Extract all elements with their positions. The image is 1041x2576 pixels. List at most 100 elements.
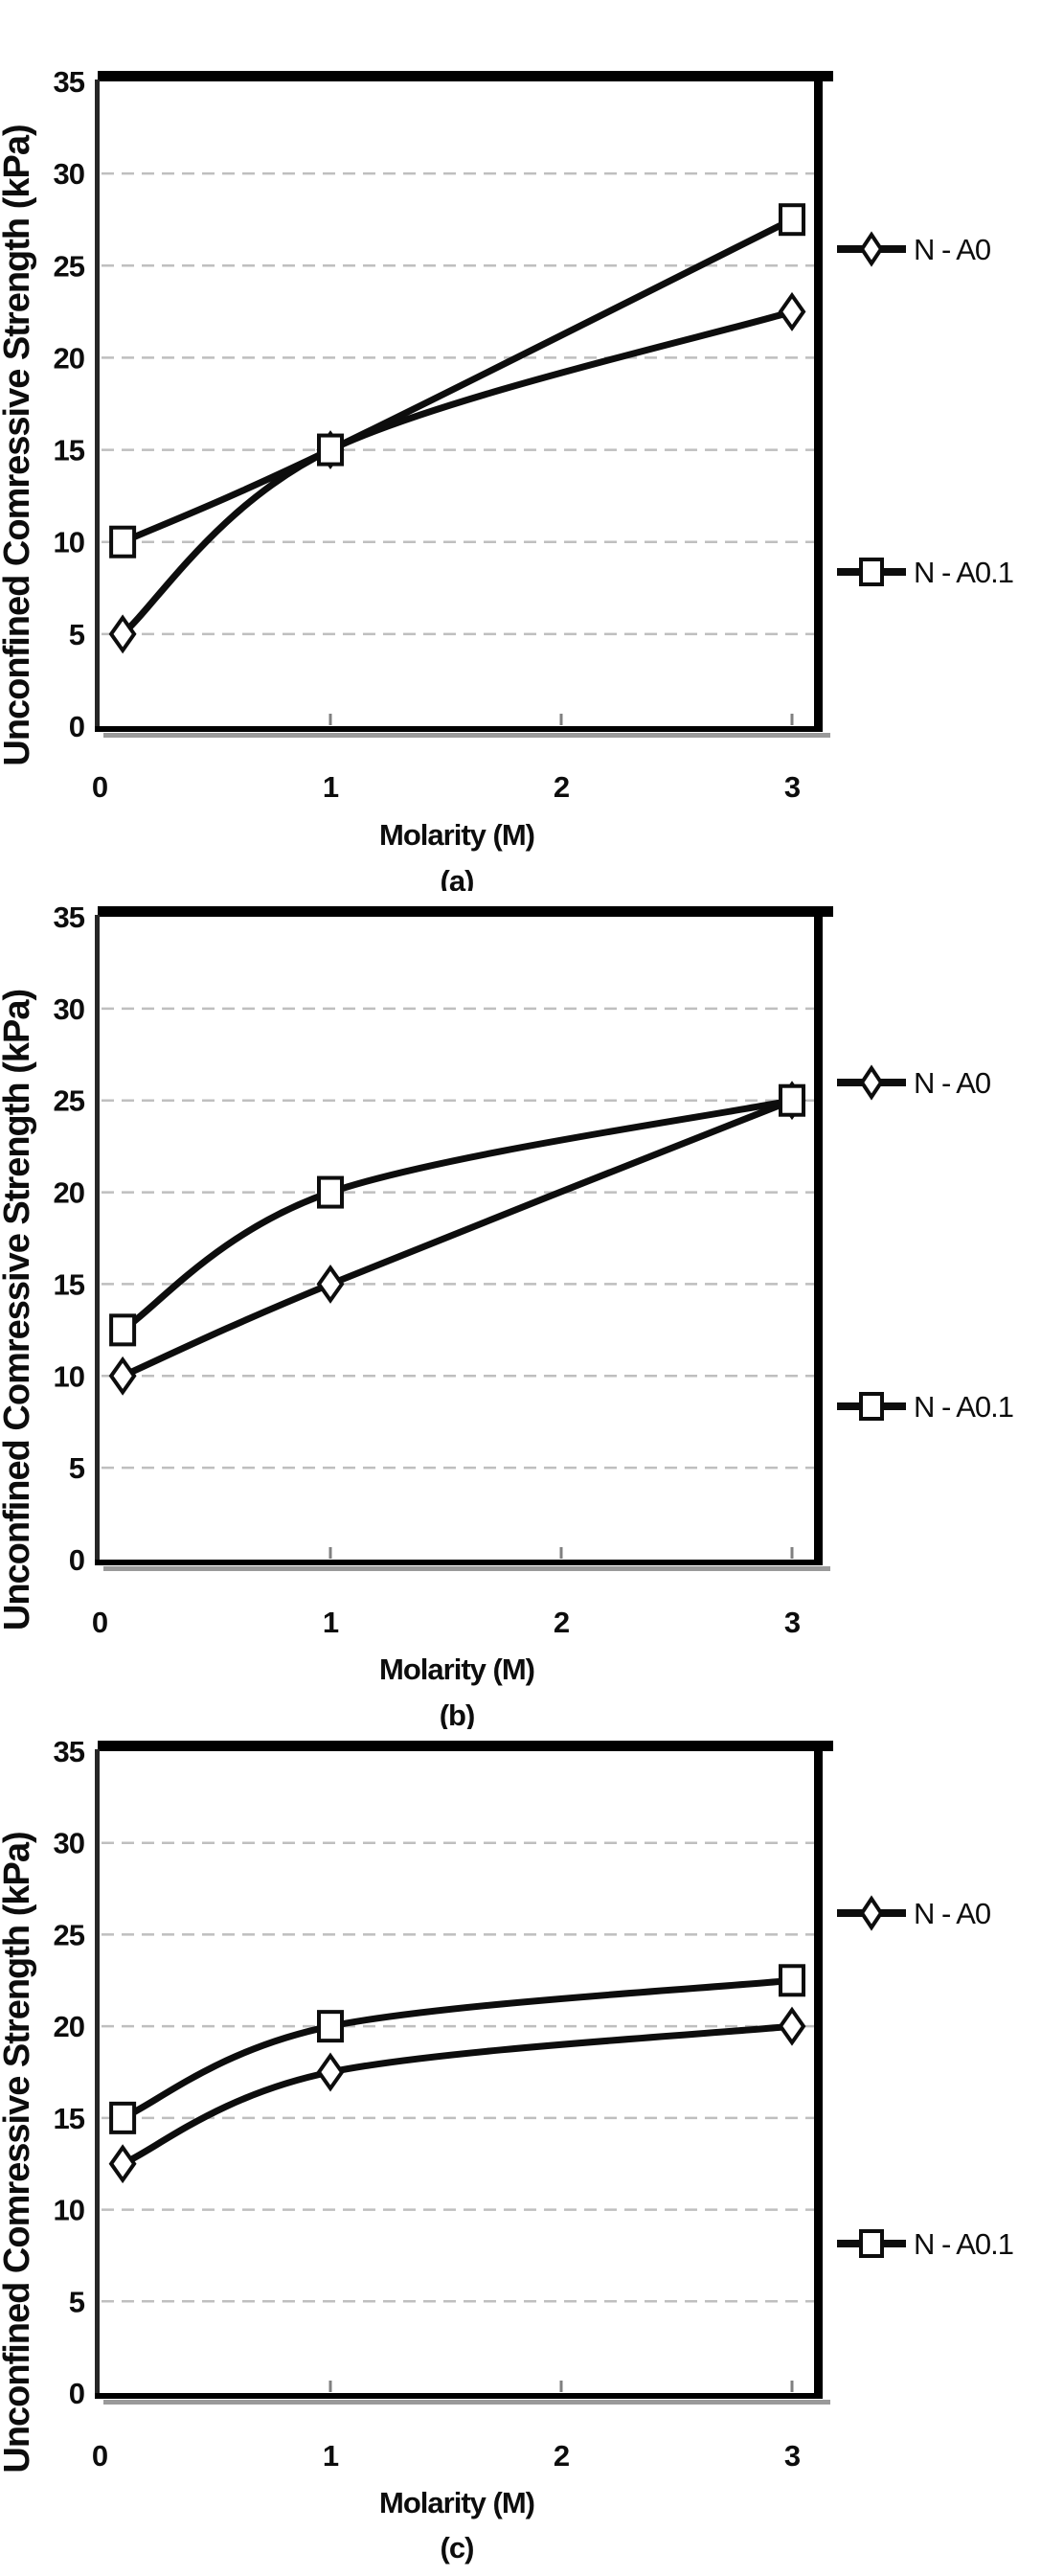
marker-diamond-icon	[316, 2052, 345, 2092]
x-tick-label: 2	[554, 2439, 569, 2473]
legend-label: N - A0.1	[914, 2227, 1013, 2261]
legend-marker-square-icon	[859, 558, 884, 586]
y-tick-label: 10	[54, 2194, 84, 2227]
marker-diamond-icon	[778, 2006, 806, 2046]
axis-shadow	[103, 2400, 830, 2405]
y-tick-label: 20	[54, 2010, 84, 2043]
marker-square-icon	[109, 525, 137, 559]
legend-entry-a01: N - A0.1	[837, 556, 1014, 589]
x-tick-label: 2	[554, 1606, 569, 1639]
series-line-a01	[119, 1097, 796, 1334]
x-tick-label: 1	[323, 1606, 339, 1639]
chart-caption: (c)	[441, 2531, 474, 2565]
legend-entry-a01: N - A0.1	[837, 2227, 1014, 2261]
y-tick-label: 0	[69, 2377, 84, 2410]
y-axis-line	[95, 915, 100, 1565]
x-tick-label: 2	[554, 770, 569, 804]
y-tick-label: 15	[54, 2102, 85, 2135]
plot-border-right	[814, 1741, 823, 2399]
y-axis-line	[95, 80, 100, 732]
chart-caption: (a)	[441, 864, 474, 891]
x-tick-label: 3	[784, 1606, 801, 1639]
marker-diamond-icon	[108, 614, 137, 654]
y-tick-label: 5	[69, 1451, 85, 1485]
legend-entry-a0: N - A0	[837, 231, 992, 267]
plot-border-right	[814, 906, 823, 1565]
legend-entry-a01: N - A0.1	[837, 1390, 1014, 1424]
y-axis-title: Unconfined Comressive Strength (kPa)	[0, 990, 37, 1630]
marker-diamond-icon	[108, 2144, 137, 2184]
plot-border-top	[98, 906, 833, 917]
legend-label: N - A0	[914, 1897, 991, 1930]
marker-square-icon	[317, 1175, 344, 1209]
legend-marker-diamond-icon	[859, 231, 884, 267]
chart-a-canvas: 0 5 10 15 20 25 30 35 0 1 2 3 Molarity (M) (a) Unconfi…	[0, 65, 1014, 891]
y-tick-label: 25	[54, 1084, 85, 1118]
x-tick-label: 1	[323, 2439, 339, 2473]
legend-label: N - A0	[914, 1066, 991, 1100]
chart-b-canvas: 0 5 10 15 20 25 30 35 0 1 2 3 Molarity (M) (b) Unconfi…	[0, 900, 1014, 1729]
series-line-a01	[119, 216, 796, 546]
y-tick-label: 30	[54, 1827, 84, 1860]
y-tick-label: 5	[69, 618, 85, 651]
x-axis-line	[95, 1560, 823, 1565]
legend-label: N - A0.1	[914, 556, 1013, 589]
y-tick-label: 30	[54, 992, 84, 1026]
marker-square-icon	[317, 433, 344, 467]
y-tick-label: 15	[54, 1267, 85, 1301]
series-line-a0	[119, 308, 796, 638]
plot-border-top	[98, 71, 833, 81]
chart-c: 0 5 10 15 20 25 30 35 0 1 2 3 Molarity (M) (c) Unconfi…	[0, 1729, 1041, 2576]
y-axis-line	[95, 1749, 100, 2399]
y-tick-label: 35	[54, 65, 85, 99]
legend-label: N - A0.1	[914, 1390, 1013, 1424]
marker-diamond-icon	[778, 291, 806, 331]
marker-square-icon	[109, 1313, 137, 1347]
legend-entry-a0: N - A0	[837, 1064, 992, 1101]
y-tick-label: 25	[54, 1918, 85, 1951]
x-axis-line	[95, 726, 823, 732]
legend-marker-square-icon	[859, 1392, 884, 1421]
x-tick-label: 0	[92, 770, 107, 804]
plot-border-top	[98, 1741, 833, 1751]
y-tick-label: 10	[54, 1359, 84, 1393]
x-axis-title: Molarity (M)	[379, 1653, 534, 1686]
plot-border-right	[814, 71, 823, 732]
y-tick-label: 25	[54, 249, 85, 283]
y-tick-label: 20	[54, 1176, 84, 1210]
series-line-a0	[119, 2022, 796, 2168]
legend-marker-diamond-icon	[859, 1064, 884, 1101]
y-tick-label: 15	[54, 434, 85, 467]
x-tick-label: 0	[92, 1606, 107, 1639]
legend-label: N - A0	[914, 233, 991, 266]
y-tick-label: 35	[54, 1735, 85, 1768]
chart-caption: (b)	[440, 1698, 475, 1729]
y-tick-label: 35	[54, 900, 85, 934]
marker-square-icon	[779, 1083, 805, 1117]
marker-square-icon	[779, 1964, 805, 1997]
series-line-a0	[119, 1097, 796, 1379]
legend-marker-diamond-icon	[859, 1895, 884, 1931]
marker-square-icon	[779, 203, 805, 237]
axis-shadow	[103, 733, 830, 738]
x-axis-title: Molarity (M)	[379, 2486, 534, 2519]
axis-shadow	[103, 1566, 830, 1571]
x-tick-label: 3	[784, 2439, 801, 2473]
y-tick-label: 5	[69, 2285, 85, 2318]
y-tick-label: 0	[69, 710, 84, 743]
series-line-a01	[119, 1976, 796, 2122]
chart-c-canvas: 0 5 10 15 20 25 30 35 0 1 2 3 Molarity (M) (c) Unconfi…	[0, 1735, 1014, 2565]
marker-square-icon	[317, 2010, 344, 2043]
x-tick-label: 3	[784, 770, 801, 804]
legend-entry-a0: N - A0	[837, 1895, 992, 1931]
x-tick-label: 1	[323, 770, 339, 804]
marker-diamond-icon	[316, 1264, 345, 1304]
x-tick-label: 0	[92, 2439, 107, 2473]
x-axis-title: Molarity (M)	[379, 818, 534, 852]
x-axis-line	[95, 2393, 823, 2399]
y-tick-label: 30	[54, 157, 84, 191]
legend-marker-square-icon	[859, 2229, 884, 2258]
chart-b: 0 5 10 15 20 25 30 35 0 1 2 3 Molarity (M) (b) Unconfi…	[0, 891, 1041, 1729]
marker-square-icon	[109, 2101, 137, 2134]
